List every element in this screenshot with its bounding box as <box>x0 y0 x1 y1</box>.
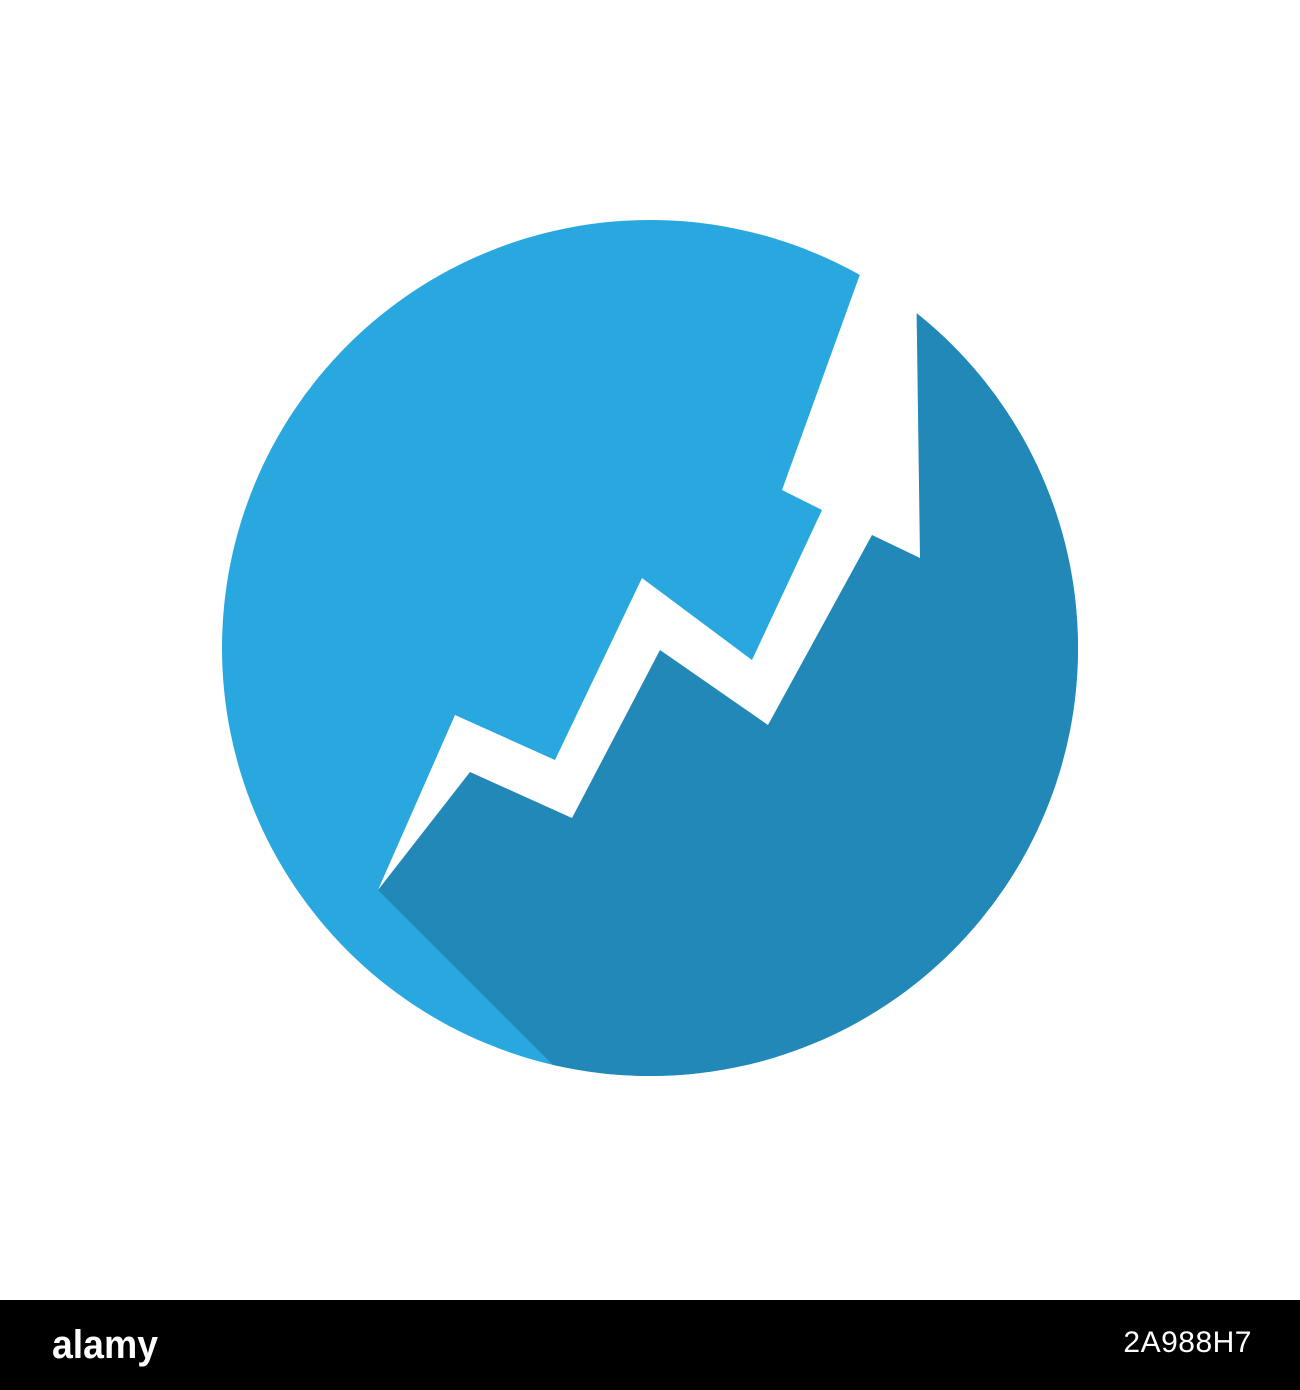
alamy-logo: alamy <box>52 1323 159 1367</box>
zigzag-up-arrow <box>378 125 920 890</box>
image-id-label: 2A988H7 <box>1123 1326 1252 1359</box>
footer-bar: alamy 2A988H7 <box>0 1300 1300 1390</box>
svg-text:alamy: alamy <box>52 1323 159 1367</box>
image-canvas <box>222 125 1078 1076</box>
trending-up-arrow-icon <box>222 125 1078 1076</box>
